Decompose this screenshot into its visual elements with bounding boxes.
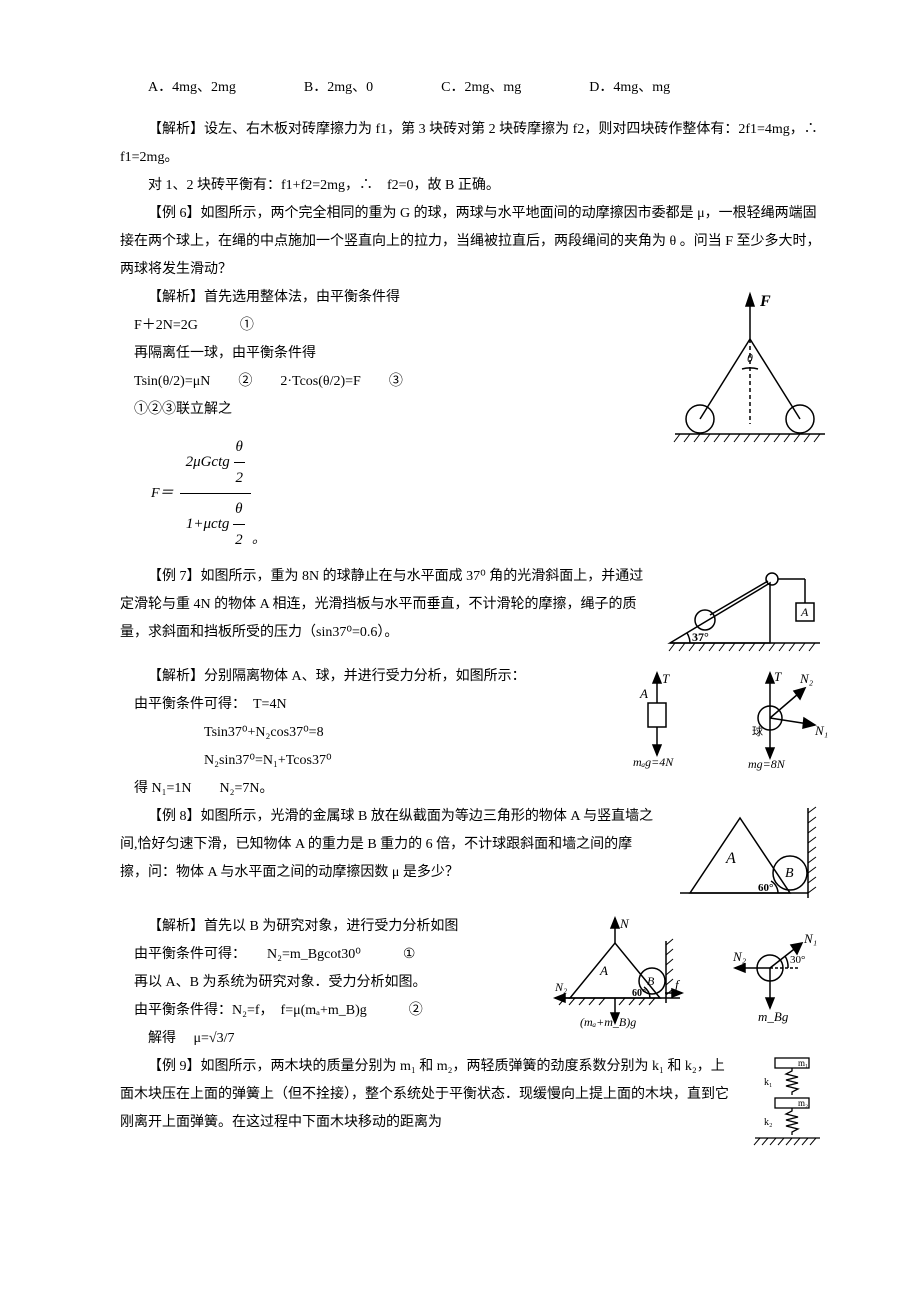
q9-figure: m₁ k₁ m₂ k₂ <box>740 1053 830 1153</box>
q8-line2: 再以 A、B 为系统为研究对象．受力分析如图。 <box>120 969 540 997</box>
fig-label-T2: T <box>774 669 782 684</box>
q7-line4: 得 N₁=1N N₂=7N。 <box>120 775 620 803</box>
q6-eq2: Tsin(θ/2)=μN ② 2·Tcos(θ/2)=F ③ <box>120 368 660 396</box>
svg-text:m₂: m₂ <box>798 1098 808 1108</box>
svg-text:m₁: m₁ <box>798 1058 808 1068</box>
formula-bot: 1+μctg θ2 <box>180 494 251 556</box>
svg-text:A: A <box>800 605 809 619</box>
q5-choice-a: A．4mg、2mg <box>120 74 236 102</box>
fig-label-N1: N₁ <box>814 723 828 738</box>
svg-text:A: A <box>599 963 608 978</box>
q8-prompt: 【例 8】如图所示，光滑的金属球 B 放在纵截面为等边三角形的物体 A 与竖直墙… <box>120 803 660 887</box>
q7-figure-2: A T mₐg=4N T N₂ N₁ 球 mg=8N <box>630 663 830 773</box>
formula-left: F＝ <box>150 432 180 555</box>
q6-eq1: F＋2N=2G ① <box>120 312 660 340</box>
svg-text:N₂: N₂ <box>732 949 747 964</box>
q6-sol-mid: 再隔离任一球，由平衡条件得 <box>120 340 660 368</box>
svg-text:B: B <box>647 974 655 988</box>
fig-label-ball: 球 <box>752 724 763 738</box>
fig-label-T: T <box>662 671 670 686</box>
q8-figure-2: N A B N₂ f (mₐ+m_B)g 60° N₂ N₁ 30° m_B <box>550 913 830 1033</box>
q5-choice-b: B．2mg、0 <box>276 74 373 102</box>
q8-line4: 解得 μ=√3/7 <box>120 1025 540 1053</box>
fig8-B: B <box>785 866 794 881</box>
q5-solution-1: 【解析】设左、右木板对砖摩擦力为 f1，第 3 块砖对第 2 块砖摩擦为 f2，… <box>120 116 830 172</box>
svg-text:F: F <box>759 293 771 310</box>
q5-choices: A．4mg、2mg B．2mg、0 C．2mg、mg D．4mg、mg <box>120 74 830 102</box>
q6-eq3: ①②③联立解之 <box>120 396 660 424</box>
q7-sol-head: 【解析】分别隔离物体 A、球，并进行受力分析，如图所示： <box>120 663 620 691</box>
fig8-60: 60° <box>758 882 773 894</box>
fig-label-A: A <box>639 686 648 701</box>
q5-choice-d: D．4mg、mg <box>561 74 670 102</box>
q6-prompt: 【例 6】如图所示，两个完全相同的重为 G 的球，两球与水平地面间的动摩擦因市委… <box>120 200 830 284</box>
fig-label-ma: mₐg=4N <box>633 755 674 769</box>
fig-label-N2: N₂ <box>799 671 814 686</box>
svg-text:30°: 30° <box>790 954 805 966</box>
svg-text:60°: 60° <box>632 988 646 999</box>
q7-line1: 由平衡条件可得： T=4N <box>120 691 620 719</box>
q7-line3: N₂sin37⁰=N₁+Tcos37⁰ <box>120 747 620 775</box>
fig-label-mg: mg=8N <box>748 757 786 771</box>
q6-formula: F＝ 2μGctg θ2 。 1+μctg θ2 <box>150 432 660 555</box>
q6-sol-head: 【解析】首先选用整体法，由平衡条件得 <box>120 284 660 312</box>
svg-text:m_Bg: m_Bg <box>758 1009 789 1024</box>
q5-solution-2: 对 1、2 块砖平衡有：f1+f2=2mg，∴ f2=0，故 B 正确。 <box>120 172 830 200</box>
q6-figure: F θ <box>670 284 830 454</box>
formula-end: 。 <box>251 432 267 555</box>
svg-text:k₁: k₁ <box>764 1077 773 1088</box>
svg-text:N: N <box>619 916 630 931</box>
fig8-A: A <box>725 850 736 867</box>
q7-line2: Tsin37⁰+N₂cos37⁰=8 <box>120 719 620 747</box>
q5-choice-c: C．2mg、mg <box>413 74 521 102</box>
q8-line1: 由平衡条件可得： N₂=m_Bgcot30⁰ ① <box>120 941 540 969</box>
formula-top: 2μGctg θ2 <box>180 432 251 494</box>
svg-text:f: f <box>675 977 681 992</box>
svg-text:k₂: k₂ <box>764 1117 773 1128</box>
q7-figure-1: A 37° <box>660 563 830 663</box>
q8-figure-1: A B 60° <box>670 803 830 913</box>
q9-prompt: 【例 9】如图所示，两木块的质量分别为 m₁ 和 m₂，两轻质弹簧的劲度系数分别… <box>120 1053 730 1137</box>
svg-text:N₂: N₂ <box>554 980 567 994</box>
q7-prompt: 【例 7】如图所示，重为 8N 的球静止在与水平面成 37⁰ 角的光滑斜面上，并… <box>120 563 650 647</box>
svg-text:θ: θ <box>747 351 753 365</box>
svg-text:(mₐ+m_B)g: (mₐ+m_B)g <box>580 1015 636 1029</box>
svg-text:N₁: N₁ <box>803 931 817 946</box>
svg-text:37°: 37° <box>692 630 709 644</box>
q8-sol-head: 【解析】首先以 B 为研究对象，进行受力分析如图 <box>120 913 540 941</box>
q8-line3: 由平衡条件得：N₂=f， f=μ(mₐ+m_B)g ② <box>120 997 540 1025</box>
